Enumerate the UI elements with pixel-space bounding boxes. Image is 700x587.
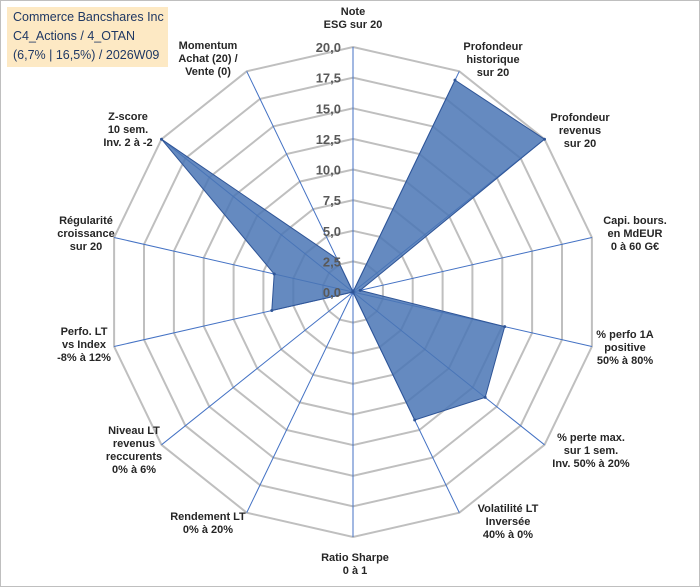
tick-label: 12,5: [316, 132, 341, 147]
title-period: (6,7% | 16,5%) / 2026W09: [13, 48, 160, 62]
tick-label: 10,0: [316, 163, 341, 178]
tick-label: 17,5: [316, 71, 341, 86]
series-point: [160, 137, 163, 141]
series-point: [483, 395, 487, 399]
tick-label: 5,0: [323, 224, 341, 239]
axis-label: Note ESG sur 20: [324, 6, 383, 31]
chart-title-box: Commerce Bancshares Inc C4_Actions / 4_O…: [7, 7, 168, 67]
tick-label: 2,5: [323, 254, 341, 269]
tick-label: 15,0: [316, 101, 341, 116]
series-point: [413, 418, 417, 422]
axis-label: Z-score 10 sem. Inv. 2 à -2: [103, 111, 152, 149]
tick-label: 7,5: [323, 193, 341, 208]
axis-label: Niveau LT revenus reccurents 0% à 6%: [106, 425, 162, 476]
tick-label: 0,0: [323, 285, 341, 300]
series-point: [543, 137, 546, 141]
axis-label: % perfo 1A positive 50% à 80%: [596, 329, 654, 367]
series-point: [351, 290, 355, 294]
axis-label: Profondeur revenus sur 20: [550, 112, 610, 150]
axis-label: Régularité croissance sur 20: [57, 215, 114, 253]
series-point: [358, 288, 362, 292]
series-point: [503, 325, 507, 329]
axis-spoke: [161, 291, 354, 446]
axis-label: % perte max. sur 1 sem. Inv. 50% à 20%: [552, 432, 630, 470]
series-point: [270, 309, 274, 312]
radar-series: [160, 78, 546, 422]
axis-label: Ratio Sharpe 0 à 1: [321, 552, 389, 577]
series-point: [272, 272, 276, 276]
radial-tick-labels: 0,0 2,5 5,0 7,5 10,0 12,5 15,0 17,5 20,0: [316, 40, 341, 300]
axis-label: Volatilité LT Inversée 40% à 0%: [478, 503, 539, 541]
series-point: [453, 78, 457, 82]
axis-labels: Note ESG sur 20 Profondeur historique sur 20…: [57, 6, 667, 577]
tick-label: 20,0: [316, 40, 341, 55]
series-point: [335, 257, 339, 261]
axis-label: Rendement LT 0% à 20%: [170, 511, 246, 536]
title-category: C4_Actions / 4_OTAN: [13, 29, 136, 43]
axis-spoke: [246, 71, 354, 293]
title-company: Commerce Bancshares Inc: [13, 10, 164, 24]
axis-spoke: [246, 291, 354, 513]
axis-spoke: [352, 237, 593, 293]
axis-label: Capi. bours. en MdEUR 0 à 60 G€: [603, 215, 667, 253]
axis-label: Profondeur historique sur 20: [463, 41, 523, 79]
axis-label: Perfo. LT vs Index -8% à 12%: [57, 326, 111, 364]
axis-label: Momentum Achat (20) / Vente (0): [178, 40, 237, 78]
